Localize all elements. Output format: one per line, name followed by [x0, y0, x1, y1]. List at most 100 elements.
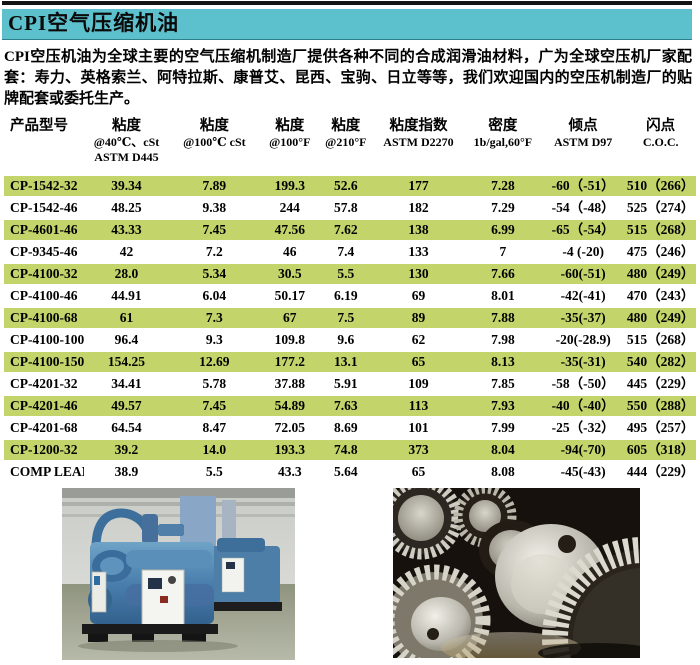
- product-model-cell: CP-4601-46: [4, 219, 85, 241]
- table-cell: 13.1: [319, 351, 373, 373]
- table-row: CP-4201-46 49.57 7.45 54.89 7.63 113 7.93 -40（-…: [4, 395, 696, 417]
- table-cell: 14.0: [168, 439, 261, 461]
- table-cell: -40（-40）: [540, 395, 626, 417]
- table-header-row: 产品型号 粘度 @40℃、cSt ASTM D445 粘度 @100℃ cSt …: [4, 112, 696, 176]
- table-cell: 154.25: [84, 351, 169, 373]
- table-cell: 7.99: [491, 420, 515, 435]
- table-cell: -35(-31): [540, 351, 626, 373]
- col-header-viscosity-index: 粘度指数 ASTM D2270: [383, 118, 454, 149]
- product-model-cell: CP-4100-68: [4, 307, 85, 329]
- table-cell: 74.8: [319, 439, 373, 461]
- table-cell: 44.91: [111, 288, 142, 303]
- col-header-density: 密度 1b/gal,60°F: [473, 118, 533, 149]
- table-cell: 6.99: [464, 219, 541, 241]
- product-model-cell: CP-1542-46: [10, 200, 78, 215]
- col-header-viscosity-210f: 粘度 @210°F: [325, 118, 367, 149]
- table-row: CP-4601-46 43.33 7.45 47.56 7.62 138 6.99 -65（-…: [4, 219, 696, 241]
- table-cell: 177: [372, 176, 465, 197]
- table-cell: 470（243）: [626, 288, 695, 303]
- table-cell: 515（268）: [626, 332, 695, 347]
- table-cell: 50.17: [274, 288, 305, 303]
- table-cell: 7.62: [319, 219, 373, 241]
- table-row: CP-4201-32 34.41 5.78 37.88 5.91 109 7.85 -58（-…: [4, 373, 696, 395]
- table-cell: -60(-51): [540, 263, 626, 285]
- table-row: CP-1200-32 39.2 14.0 193.3 74.8 373 8.04 -94(-7…: [4, 439, 696, 461]
- photo-row: [0, 488, 700, 661]
- table-cell: 605（318）: [625, 439, 696, 461]
- product-model-cell: CP-4201-32: [10, 376, 78, 391]
- table-cell: 193.3: [260, 439, 320, 461]
- table-cell: 47.56: [260, 219, 320, 241]
- intro-paragraph: CPI空压机油为全球主要的空气压缩机制造厂提供各种不同的合成润滑油材料，广为全球…: [4, 49, 692, 107]
- col-header-pour-point: 倾点 ASTM D97: [553, 118, 613, 149]
- table-cell: 96.4: [114, 332, 139, 347]
- table-cell: 7: [499, 244, 507, 259]
- table-cell: 38.9: [114, 464, 139, 479]
- table-cell: 65: [372, 351, 465, 373]
- table-cell: 7.85: [491, 376, 515, 391]
- table-cell: 182: [408, 200, 429, 215]
- product-model-cell: CP-9345-46: [10, 244, 78, 259]
- table-cell: -94(-70): [540, 439, 626, 461]
- table-row: CP-4201-68 64.54 8.47 72.05 8.69 101 7.99 -25（-…: [4, 417, 696, 439]
- table-cell: 8.08: [491, 464, 515, 479]
- table-cell: 7.89: [168, 176, 261, 197]
- table-cell: 5.34: [168, 263, 261, 285]
- table-cell: 9.6: [337, 332, 355, 347]
- table-cell: 72.05: [274, 420, 305, 435]
- col-header-flash-point: 闪点 C.O.C.: [642, 118, 679, 149]
- table-cell: 52.6: [319, 176, 373, 197]
- table-cell: 49.57: [84, 395, 169, 417]
- table-cell: 46: [283, 244, 297, 259]
- table-cell: 39.2: [84, 439, 169, 461]
- table-cell: 7.45: [168, 219, 261, 241]
- table-cell: 67: [260, 307, 320, 329]
- table-cell: 133: [408, 244, 429, 259]
- table-cell: 69: [411, 288, 426, 303]
- product-model-cell: CP-4201-68: [10, 420, 78, 435]
- table-cell: -42(-41): [560, 288, 606, 303]
- table-cell: 199.3: [260, 176, 320, 197]
- table-cell: 7.93: [464, 395, 541, 417]
- table-cell: -54（-48）: [551, 200, 615, 215]
- table-row: CP-4100-150 154.25 12.69 177.2 13.1 65 8.13 -35…: [4, 351, 696, 373]
- table-cell: 550（288）: [625, 395, 696, 417]
- product-model-cell: COMP LEANII: [10, 464, 84, 479]
- table-cell: 6.04: [202, 288, 227, 303]
- table-cell: 9.3: [205, 332, 223, 347]
- table-cell: 8.01: [491, 288, 515, 303]
- table-cell: 113: [372, 395, 465, 417]
- table-row: CP-1542-46 48.25 9.38 244 57.8 182 7.29 -54（-48…: [4, 197, 696, 219]
- product-model-cell: CP-1542-32: [4, 176, 85, 197]
- product-model-cell: CP-4100-150: [4, 351, 85, 373]
- table-cell: 8.69: [334, 420, 358, 435]
- table-row: CP-4100-32 28.0 5.34 30.5 5.5 130 7.66 -60(-51)…: [4, 263, 696, 285]
- table-row: COMP LEANII 38.9 5.5 43.3 5.64 65 8.08 -45(-43)…: [4, 461, 696, 483]
- table-cell: 39.34: [84, 176, 169, 197]
- table-cell: 101: [408, 420, 429, 435]
- table-cell: -58（-50）: [551, 376, 615, 391]
- product-model-cell: CP-4100-32: [4, 263, 85, 285]
- table-cell: 62: [411, 332, 426, 347]
- table-row: CP-4100-46 44.91 6.04 50.17 6.19 69 8.01 -42(-4…: [4, 285, 696, 307]
- table-cell: 28.0: [84, 263, 169, 285]
- table-cell: 7.2: [205, 244, 223, 259]
- col-header-viscosity-100f: 粘度 @100°F: [269, 118, 311, 149]
- table-cell: 373: [372, 439, 465, 461]
- table-cell: 5.5: [319, 263, 373, 285]
- table-cell: 8.13: [464, 351, 541, 373]
- table-row: CP-4100-68 61 7.3 67 7.5 89 7.88 -35(-37) 480（24…: [4, 307, 696, 329]
- table-cell: 515（268）: [625, 219, 696, 241]
- table-cell: -25（-32）: [551, 420, 615, 435]
- table-cell: 65: [411, 464, 426, 479]
- table-cell: 109.8: [274, 332, 305, 347]
- table-cell: 37.88: [274, 376, 305, 391]
- table-cell: 12.69: [168, 351, 261, 373]
- table-cell: 7.4: [337, 244, 355, 259]
- table-cell: 61: [84, 307, 169, 329]
- table-cell: 525（274）: [626, 200, 695, 215]
- compressor-photo: [62, 488, 295, 660]
- table-cell: 7.28: [464, 176, 541, 197]
- table-cell: 8.04: [464, 439, 541, 461]
- product-model-cell: CP-4100-100: [10, 332, 85, 347]
